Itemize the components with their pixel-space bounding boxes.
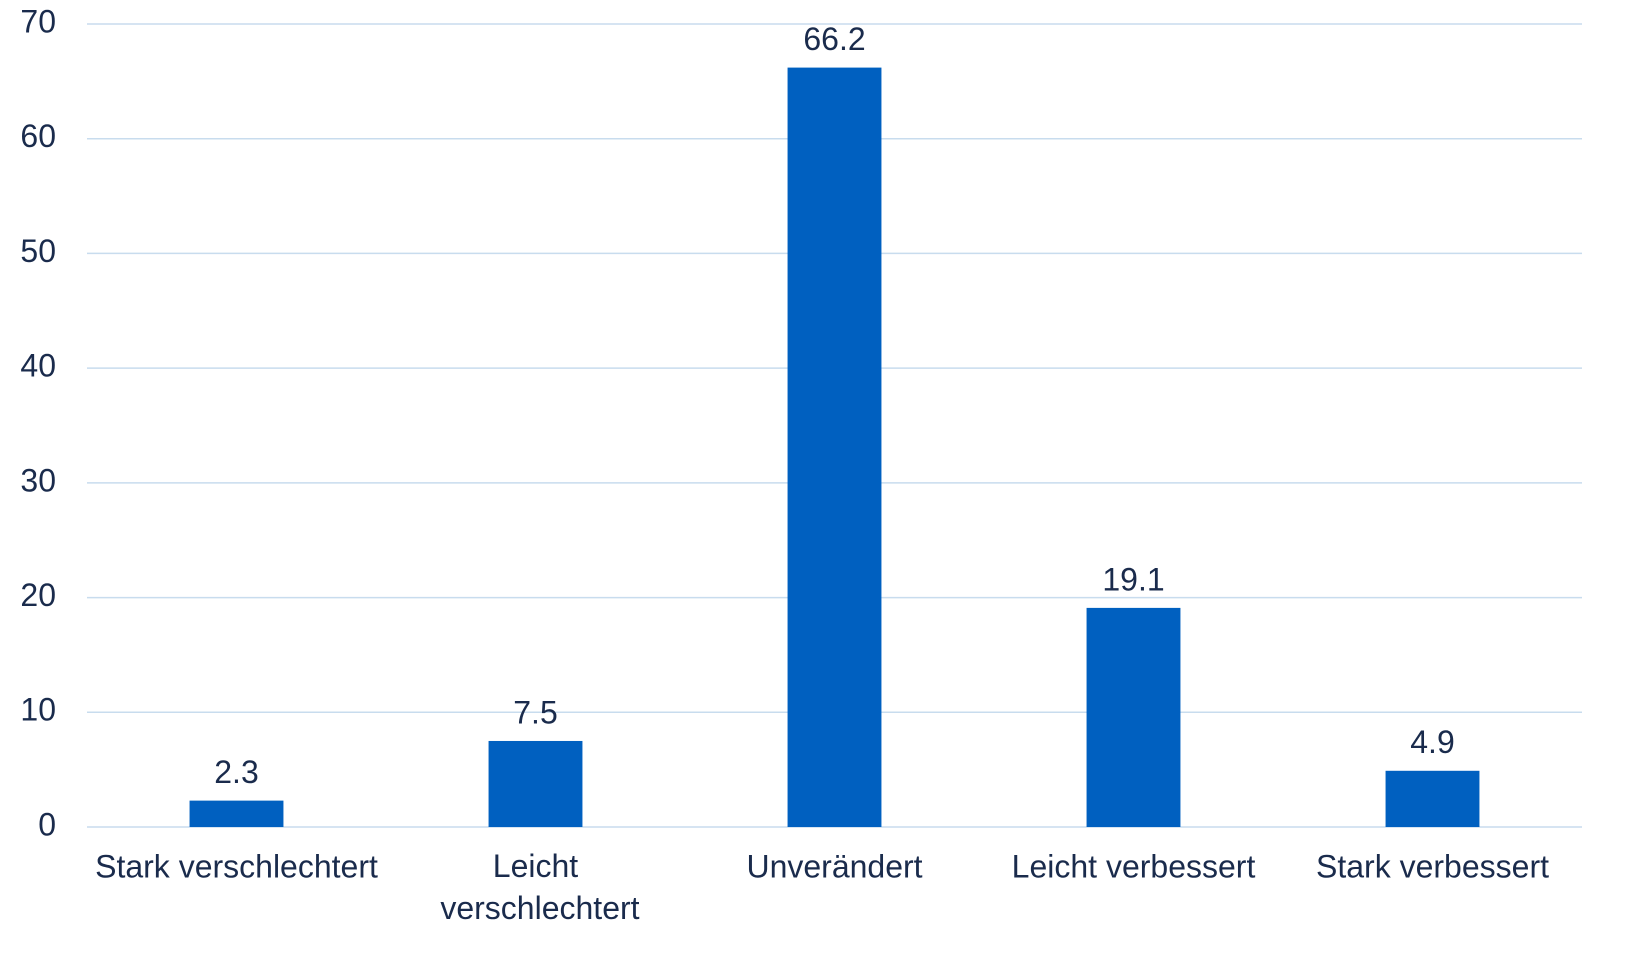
x-tick-label: Leicht verschlechtert <box>431 848 639 926</box>
y-tick-label: 50 <box>20 233 56 269</box>
value-label: 19.1 <box>1102 561 1164 597</box>
y-tick-label: 20 <box>20 577 56 613</box>
x-tick-label: Unverändert <box>746 848 922 884</box>
x-tick-label: Stark verbessert <box>1316 848 1549 884</box>
x-tick-label: Leicht verbessert <box>1012 848 1256 884</box>
value-label: 66.2 <box>803 21 865 57</box>
bar <box>488 740 583 827</box>
y-tick-label: 0 <box>38 806 56 842</box>
y-tick-label: 40 <box>20 348 56 384</box>
y-tick-label: 60 <box>20 118 56 154</box>
bar <box>189 800 284 827</box>
bar <box>787 67 882 827</box>
y-tick-label: 30 <box>20 462 56 498</box>
y-tick-label: 70 <box>20 3 56 39</box>
value-label: 7.5 <box>513 694 557 730</box>
value-label: 4.9 <box>1410 724 1454 760</box>
value-label: 2.3 <box>214 754 258 790</box>
x-tick-label: Stark verschlechtert <box>95 848 378 884</box>
y-tick-label: 10 <box>20 692 56 728</box>
bar <box>1086 607 1181 827</box>
bar <box>1385 770 1480 827</box>
